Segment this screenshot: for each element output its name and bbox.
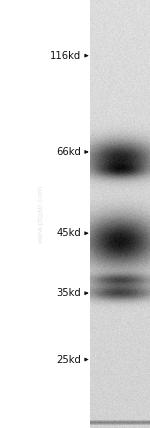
Text: www.ptgab.com: www.ptgab.com: [38, 185, 44, 243]
Text: 45kd: 45kd: [56, 228, 81, 238]
Text: 116kd: 116kd: [50, 51, 81, 61]
Text: 66kd: 66kd: [56, 147, 81, 157]
Text: 25kd: 25kd: [56, 354, 81, 365]
Text: 35kd: 35kd: [56, 288, 81, 298]
